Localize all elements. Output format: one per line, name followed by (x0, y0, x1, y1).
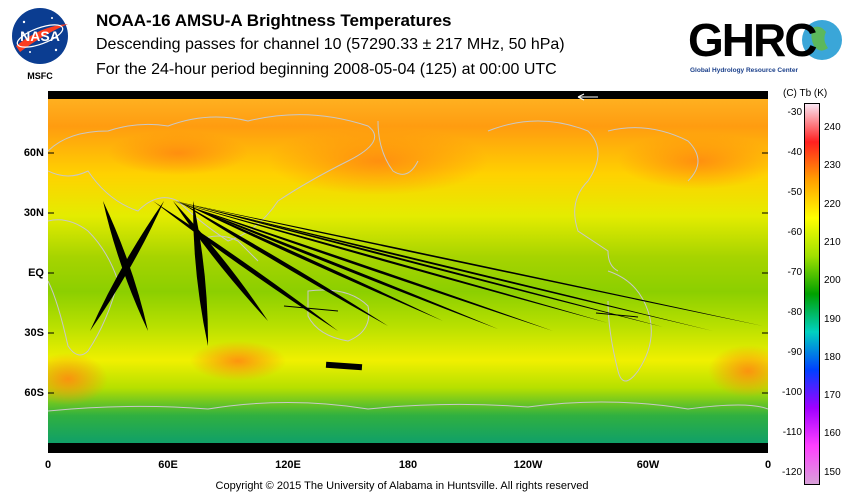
ghrc-subtitle: Global Hydrology Resource Center (690, 67, 798, 74)
direction-arrow-icon (577, 93, 598, 101)
lon-label-60w: 60W (636, 459, 660, 471)
lon-label-0-west: 0 (44, 459, 52, 471)
data-gap-fragment (325, 361, 363, 371)
data-gap-swaths (90, 201, 763, 346)
data-gap-swath (153, 201, 338, 331)
brightness-temperature-map (28, 91, 788, 453)
colorbar (804, 103, 820, 485)
copyright-notice: Copyright © 2015 The University of Alaba… (0, 480, 854, 492)
colorbar-celsius-tick: -110 (782, 427, 802, 438)
data-gap-swath (173, 201, 763, 326)
colorbar-kelvin-tick: 160 (824, 428, 841, 439)
colorbar-kelvin-tick: 230 (824, 160, 841, 171)
colorbar-kelvin-tick: 200 (824, 275, 841, 286)
data-gap-line (283, 305, 339, 312)
colorbar-celsius-tick: -120 (781, 467, 802, 478)
data-gap-swath (103, 201, 148, 331)
lat-label-eq: EQ (28, 267, 44, 279)
page-title: NOAA-16 AMSU-A Brightness Temperatures (96, 11, 452, 30)
colorbar-kelvin-tick: 170 (824, 390, 841, 401)
colorbar-celsius-tick: -100 (781, 387, 802, 398)
data-gap-swath (173, 201, 553, 331)
colorbar-celsius-tick: -40 (787, 147, 802, 158)
data-gap-swath (178, 201, 443, 321)
data-gap-swath (173, 201, 608, 323)
lon-label-120w: 120W (513, 459, 543, 471)
colorbar-units: (C) Tb (K) (783, 88, 828, 99)
data-gap-swath (174, 201, 713, 331)
lat-label-30n: 30N (23, 207, 44, 219)
lat-label-30s: 30S (24, 327, 44, 339)
coastlines (47, 114, 769, 412)
colorbar-kelvin-tick: 220 (824, 199, 841, 210)
time-period: For the 24-hour period beginning 2008-05… (96, 61, 557, 78)
colorbar-celsius-tick: -60 (787, 227, 802, 238)
ghrc-wordmark: GHRC (688, 14, 816, 66)
nasa-wordmark: NASA (20, 28, 60, 44)
colorbar-celsius-tick: -30 (787, 107, 802, 118)
ghrc-logo: GHRC Global Hydrology Resource Center (686, 10, 848, 76)
data-gap-line (595, 312, 639, 318)
data-gap-swath (176, 201, 663, 327)
colorbar-kelvin-tick: 150 (824, 467, 841, 478)
lon-label-0-east: 0 (764, 459, 772, 471)
msfc-label: MSFC (27, 71, 53, 81)
colorbar-celsius-tick: -90 (787, 347, 802, 358)
lon-label-120e: 120E (275, 459, 301, 471)
data-gap-swath (178, 201, 388, 326)
lon-label-60e: 60E (158, 459, 178, 471)
colorbar-kelvin-tick: 180 (824, 352, 841, 363)
lon-label-180: 180 (398, 459, 418, 471)
colorbar-kelvin-tick: 190 (824, 314, 841, 325)
colorbar-celsius-tick: -70 (787, 267, 802, 278)
map-ticks (48, 152, 768, 394)
lat-label-60n: 60N (23, 147, 44, 159)
colorbar-kelvin-tick: 210 (824, 237, 841, 248)
data-gap-swath (192, 201, 209, 346)
colorbar-celsius-tick: -50 (787, 187, 802, 198)
copyright-text: Copyright © 2015 The University of Alaba… (215, 480, 589, 492)
lat-label-60s: 60S (24, 387, 44, 399)
data-gap-swath (176, 201, 498, 329)
colorbar-celsius-tick: -80 (787, 307, 802, 318)
nasa-logo: NASA MSFC (10, 6, 70, 82)
page-subtitle: Descending passes for channel 10 (57290.… (96, 36, 565, 53)
colorbar-kelvin-tick: 240 (824, 122, 841, 133)
